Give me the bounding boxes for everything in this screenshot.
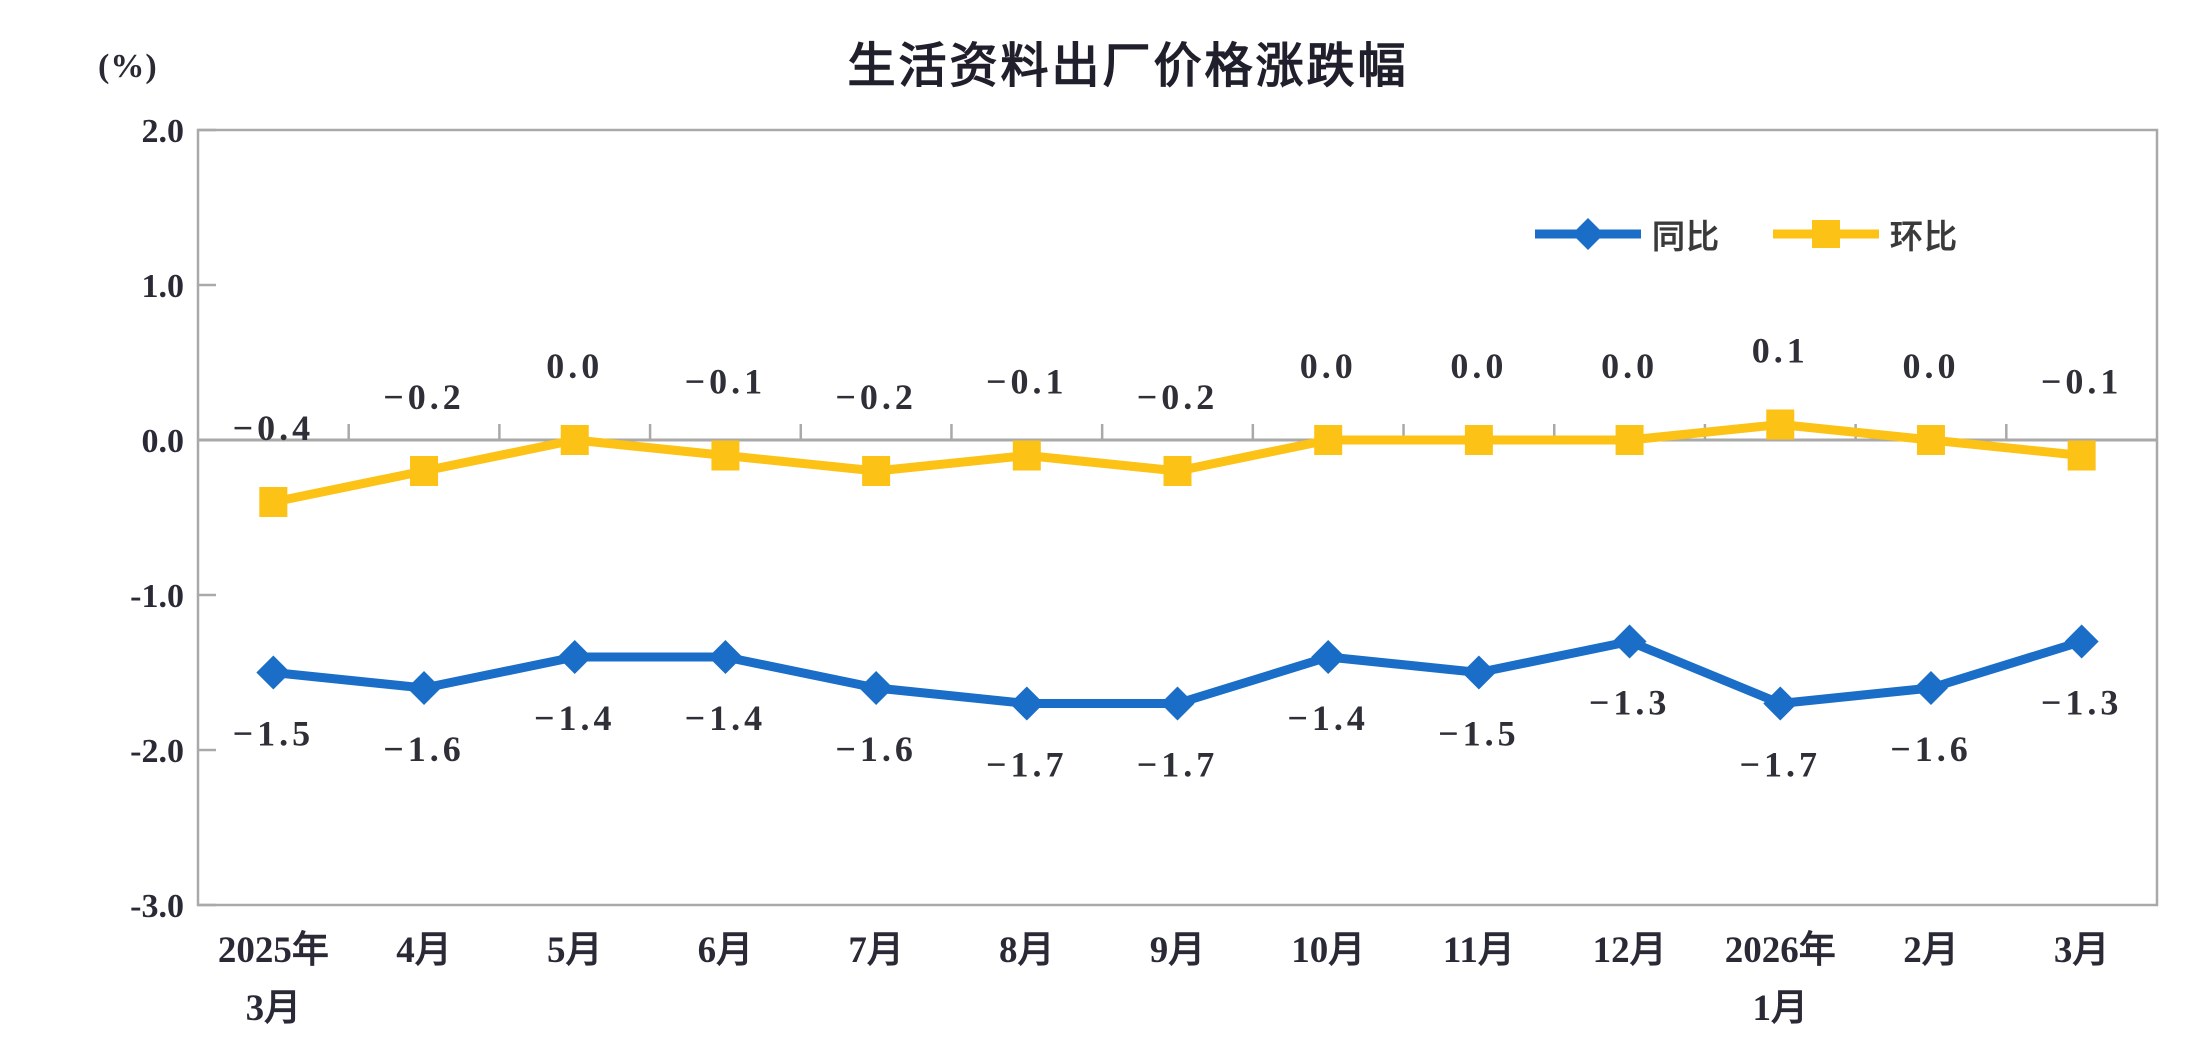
data-label-同比: −1.6 bbox=[1890, 729, 1972, 769]
marker-diamond-同比 bbox=[1913, 671, 1948, 705]
data-label-环比: −0.1 bbox=[685, 362, 767, 402]
x-axis-label: 6月 bbox=[698, 930, 754, 971]
data-label-环比: −0.2 bbox=[835, 377, 917, 417]
huanbi-line-square-icon bbox=[1773, 220, 1879, 248]
marker-square-环比 bbox=[862, 456, 891, 486]
marker-square-环比 bbox=[1766, 409, 1795, 440]
marker-square-环比 bbox=[259, 487, 288, 517]
data-label-同比: −1.4 bbox=[685, 698, 767, 738]
marker-square-环比 bbox=[1163, 456, 1192, 486]
x-axis-label: 11月 bbox=[1443, 930, 1515, 971]
legend: 同比 环比 bbox=[1532, 210, 1958, 258]
data-label-同比: −1.6 bbox=[835, 729, 917, 769]
data-label-同比: −1.5 bbox=[1438, 714, 1520, 754]
data-label-环比: −0.2 bbox=[1137, 377, 1219, 417]
marker-diamond-同比 bbox=[1009, 686, 1044, 721]
x-axis-label: 7月 bbox=[848, 930, 904, 971]
y-axis-tick-label: 1.0 bbox=[142, 268, 185, 305]
data-label-同比: −1.7 bbox=[1137, 745, 1219, 785]
data-label-环比: 0.0 bbox=[1902, 346, 1959, 386]
marker-square-环比 bbox=[711, 440, 740, 471]
marker-diamond-同比 bbox=[256, 655, 291, 690]
x-axis-label: 3月 bbox=[2054, 930, 2110, 971]
y-axis-tick-label: -3.0 bbox=[130, 888, 184, 925]
data-label-同比: −1.4 bbox=[534, 698, 616, 738]
y-axis-tick-label: -1.0 bbox=[130, 578, 184, 615]
legend-item-huanbi: 环比 bbox=[1770, 210, 1958, 258]
x-axis-label: 9月 bbox=[1150, 930, 1206, 971]
x-axis-label: 2025年 3月 bbox=[218, 929, 329, 1029]
x-axis-label: 12月 bbox=[1593, 930, 1667, 971]
y-axis-unit-label: (%) bbox=[98, 48, 158, 85]
marker-diamond-同比 bbox=[2064, 624, 2099, 659]
data-label-环比: 0.0 bbox=[546, 346, 603, 386]
data-label-同比: −1.6 bbox=[383, 729, 465, 769]
data-label-同比: −1.4 bbox=[1287, 698, 1369, 738]
y-axis-tick-label: 0.0 bbox=[142, 423, 185, 460]
legend-label-huanbi: 环比 bbox=[1890, 220, 1958, 256]
marker-diamond-同比 bbox=[1612, 624, 1647, 659]
data-label-同比: −1.3 bbox=[2041, 683, 2123, 723]
marker-square-环比 bbox=[1314, 425, 1343, 455]
legend-label-tongbi: 同比 bbox=[1652, 220, 1720, 256]
x-axis-label: 2026年 1月 bbox=[1725, 929, 1836, 1029]
data-label-环比: 0.1 bbox=[1752, 331, 1809, 371]
marker-square-环比 bbox=[560, 425, 589, 455]
marker-diamond-同比 bbox=[708, 640, 743, 674]
data-label-同比: −1.5 bbox=[233, 714, 315, 754]
marker-square-环比 bbox=[1615, 425, 1644, 455]
tongbi-line-diamond-icon bbox=[1535, 218, 1641, 250]
x-axis-label: 5月 bbox=[547, 930, 603, 971]
plot-border bbox=[196, 128, 2159, 907]
marker-diamond-同比 bbox=[557, 640, 592, 674]
x-axis-label: 4月 bbox=[396, 930, 452, 971]
marker-square-环比 bbox=[1916, 425, 1945, 455]
y-axis-tick-label: -2.0 bbox=[130, 733, 184, 770]
marker-square-环比 bbox=[1464, 425, 1493, 455]
marker-diamond-同比 bbox=[1311, 640, 1346, 674]
data-label-环比: −0.1 bbox=[986, 362, 1068, 402]
marker-square-环比 bbox=[410, 456, 439, 486]
legend-item-tongbi: 同比 bbox=[1532, 210, 1720, 258]
data-label-同比: −1.7 bbox=[986, 745, 1068, 785]
data-label-环比: −0.4 bbox=[233, 408, 315, 448]
data-label-同比: −1.3 bbox=[1589, 683, 1671, 723]
x-axis-label: 2月 bbox=[1903, 930, 1959, 971]
marker-diamond-同比 bbox=[1461, 655, 1496, 690]
data-label-环比: −0.1 bbox=[2041, 362, 2123, 402]
marker-diamond-同比 bbox=[407, 671, 442, 705]
marker-diamond-同比 bbox=[1160, 686, 1195, 721]
data-label-环比: −0.2 bbox=[383, 377, 465, 417]
marker-diamond-同比 bbox=[1763, 686, 1798, 721]
y-axis-tick-label: 2.0 bbox=[142, 113, 185, 150]
data-label-环比: 0.0 bbox=[1601, 346, 1658, 386]
data-label-环比: 0.0 bbox=[1450, 346, 1507, 386]
marker-diamond-同比 bbox=[859, 671, 894, 705]
data-label-同比: −1.7 bbox=[1740, 745, 1822, 785]
x-axis-label: 8月 bbox=[999, 930, 1055, 971]
x-axis-label: 10月 bbox=[1291, 930, 1365, 971]
chart-title: 生活资料出厂价格涨跌幅 bbox=[847, 38, 1409, 94]
marker-square-环比 bbox=[1012, 440, 1041, 471]
data-label-环比: 0.0 bbox=[1300, 346, 1357, 386]
marker-square-环比 bbox=[2067, 440, 2096, 471]
